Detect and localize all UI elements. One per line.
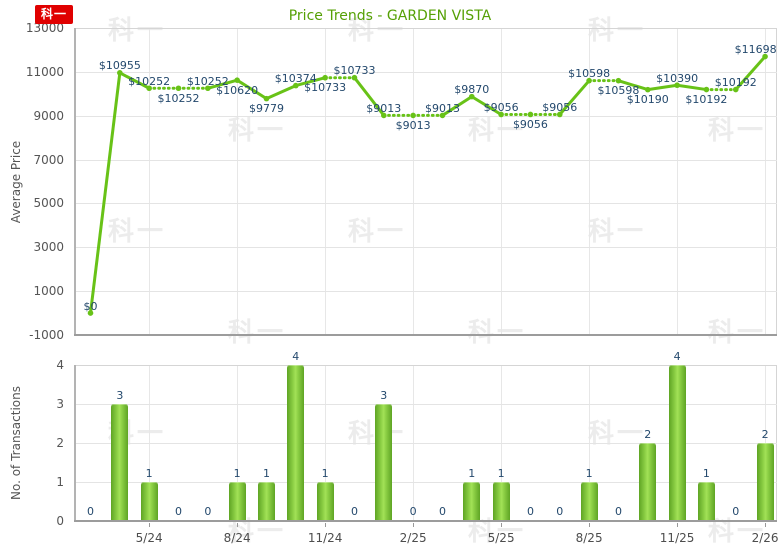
price-line-segment: [647, 83, 678, 92]
price-point-marker: [732, 86, 739, 93]
brand-stamp-text: 科一: [40, 7, 67, 21]
price-point-marker: [117, 70, 123, 76]
price-line-segment: [119, 71, 150, 90]
price-point-marker: [527, 111, 534, 118]
price-point-marker: [615, 77, 622, 84]
price-point-marker: [762, 53, 768, 60]
chart-title: Price Trends - GARDEN VISTA: [288, 8, 492, 24]
price-line-segment: [734, 55, 767, 91]
price-line-segment: [558, 79, 591, 116]
brand-stamp: 科一: [35, 5, 73, 24]
price-point-marker: [322, 74, 328, 81]
price-point-marker: [644, 86, 651, 93]
price-point-marker: [87, 310, 94, 316]
price-point-marker: [410, 112, 416, 119]
price-point-marker: [263, 95, 270, 102]
price-line-segment: [89, 72, 122, 314]
price-point-marker: [498, 111, 504, 118]
price-line-segment: [676, 83, 707, 92]
price-point-marker: [146, 85, 152, 92]
price-point-marker: [381, 112, 387, 119]
price-point-marker: [175, 85, 182, 92]
price-line-segment: [295, 76, 326, 88]
price-line-segment: [207, 78, 238, 90]
price-point-marker: [205, 85, 211, 92]
price-line-segment: [353, 76, 385, 117]
y-axis-title-average-price: Average Price: [9, 140, 23, 224]
price-line-segment: [265, 84, 297, 101]
price-point-marker: [468, 93, 475, 100]
price-point-marker: [674, 82, 680, 89]
price-line-segment: [441, 95, 473, 117]
price-point-marker: [234, 77, 240, 83]
price-point-marker: [439, 112, 446, 119]
price-line-segment: [618, 79, 649, 92]
y-axis-title-transactions: No. of Transactions: [9, 385, 23, 501]
price-point-marker: [586, 77, 592, 84]
price-point-marker: [351, 74, 358, 81]
price-point-marker: [293, 82, 299, 89]
price-point-marker: [556, 111, 563, 118]
price-line-segment: [471, 95, 502, 116]
price-line-segment: [236, 78, 268, 100]
price-point-marker: [703, 86, 710, 93]
